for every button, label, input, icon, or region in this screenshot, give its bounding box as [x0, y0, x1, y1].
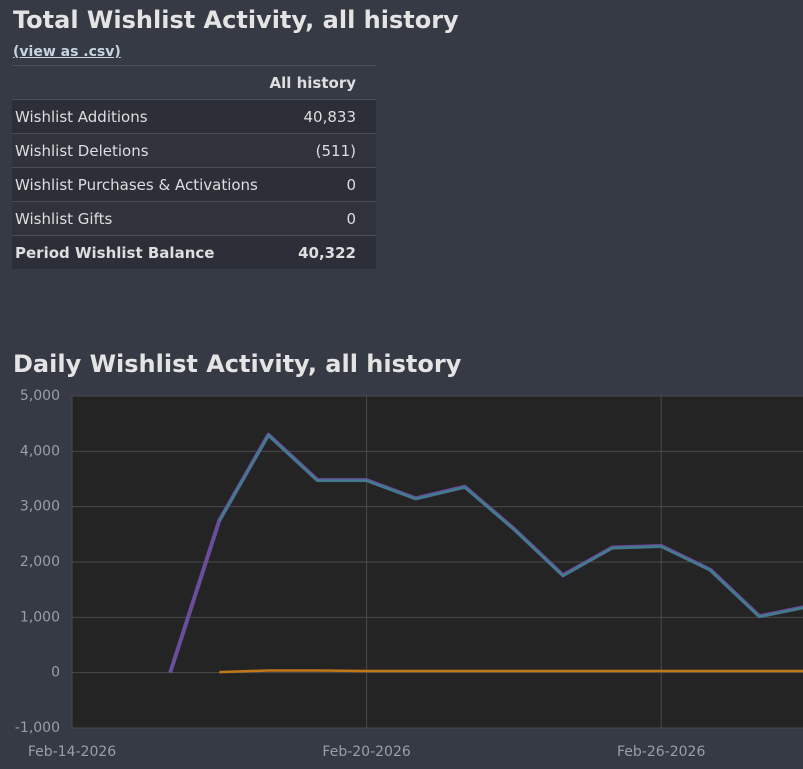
value-cell: 0	[346, 175, 356, 194]
label-cell: Wishlist Gifts	[15, 209, 113, 228]
table-row: Wishlist Additions 40,833	[12, 99, 376, 133]
y-tick-label: -1,000	[15, 720, 60, 736]
value-cell: 0	[346, 209, 356, 228]
table-header: All history	[12, 65, 376, 99]
y-tick-label: 4,000	[20, 443, 60, 459]
table-row: Period Wishlist Balance 40,322	[12, 235, 376, 269]
series-line	[219, 669, 803, 674]
value-cell: 40,322	[298, 243, 356, 262]
y-tick-label: 0	[51, 665, 60, 681]
label-cell: Period Wishlist Balance	[15, 243, 215, 262]
summary-table: All history Wishlist Additions 40,833 Wish…	[12, 65, 376, 269]
label-cell: Wishlist Deletions	[15, 141, 149, 160]
header-cell: All history	[269, 73, 356, 92]
csv-link[interactable]: (view as .csv)	[13, 44, 121, 60]
summary-title: Total Wishlist Activity, all history	[13, 6, 459, 34]
y-tick-label: 5,000	[20, 388, 60, 404]
y-tick-label: 3,000	[20, 499, 60, 515]
series-line	[218, 434, 803, 619]
x-tick-label: Feb-14-2026	[28, 744, 116, 760]
label-cell: Wishlist Purchases & Activations	[15, 175, 258, 194]
y-tick-label: 1,000	[20, 609, 60, 625]
x-tick-label: Feb-26-2026	[617, 744, 705, 760]
table-row: Wishlist Deletions (511)	[12, 133, 376, 167]
table-row: Wishlist Purchases & Activations 0	[12, 167, 376, 201]
value-cell: 40,833	[303, 107, 357, 126]
chart-title: Daily Wishlist Activity, all history	[13, 350, 462, 378]
y-tick-label: 2,000	[20, 554, 60, 570]
table-row: Wishlist Gifts 0	[12, 201, 376, 235]
label-cell: Wishlist Additions	[15, 107, 148, 126]
x-tick-label: Feb-20-2026	[322, 744, 410, 760]
value-cell: (511)	[315, 141, 356, 160]
